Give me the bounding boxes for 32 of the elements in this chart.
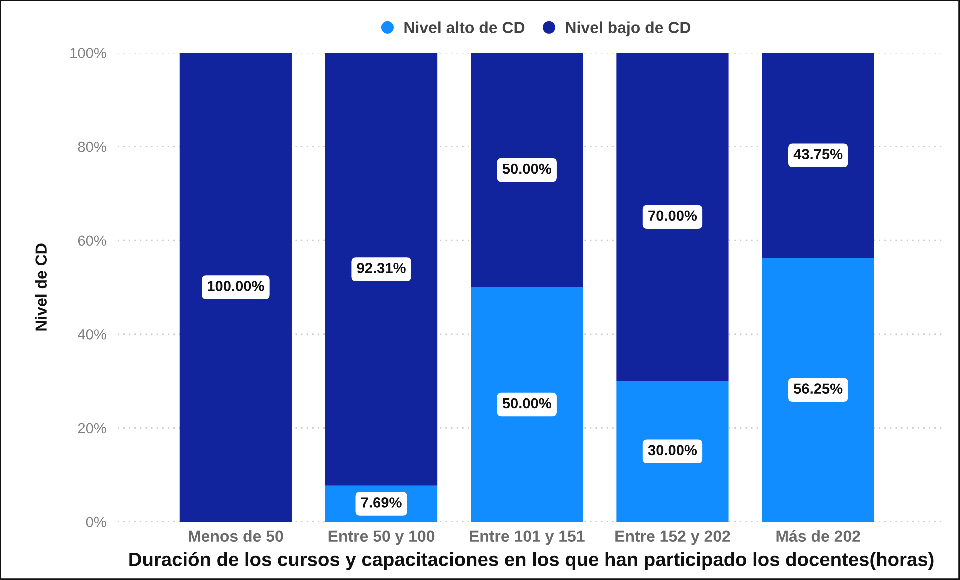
data-label: 30.00% (648, 445, 698, 456)
y-tick-label: 80% (78, 142, 106, 152)
y-tick-label: 60% (78, 236, 106, 246)
data-label: 50.00% (502, 164, 552, 174)
data-label: 92.31% (357, 263, 406, 274)
bar (616, 381, 729, 522)
legend-label: Nivel bajo de CD (566, 22, 691, 37)
y-tick-label: 100% (70, 48, 106, 58)
data-label: 7.69% (361, 498, 402, 508)
bar (180, 53, 292, 522)
legend-label: Nivel alto de CD (404, 22, 525, 34)
y-tick-label: 40% (78, 330, 106, 340)
y-axis-title: Nivel de CD (35, 244, 47, 331)
data-label: 50.00% (502, 398, 552, 409)
data-label: 70.00% (648, 210, 698, 222)
data-label: 56.25% (794, 384, 843, 394)
bar (762, 258, 874, 522)
y-tick-label: 20% (78, 423, 106, 434)
data-label: 43.75% (794, 149, 843, 160)
x-tick-label: Más de 202 (776, 530, 860, 542)
bar (471, 53, 584, 288)
x-axis-title: Duración de los cursos y capacitaciones en los que han participado los docentes(horas) (130, 552, 934, 570)
x-tick-label: Entre 101 y 151 (470, 530, 585, 546)
bar (616, 53, 729, 382)
bar (762, 53, 874, 258)
data-label: 100.00% (208, 281, 264, 292)
bar (471, 288, 584, 522)
bar (325, 53, 438, 486)
x-tick-label: Entre 50 y 100 (328, 530, 435, 546)
x-tick-label: Menos de 50 (189, 530, 284, 542)
x-tick-label: Entre 152 y 202 (616, 530, 730, 546)
y-tick-label: 0% (86, 517, 106, 528)
